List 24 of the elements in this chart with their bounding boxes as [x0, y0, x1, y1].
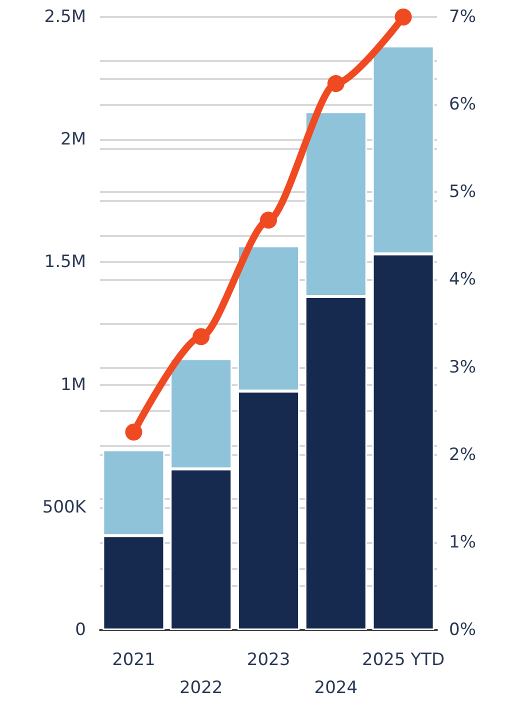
- x-tick-label: 2021: [112, 650, 156, 670]
- point: [125, 424, 142, 441]
- x-tick-label: 2023: [246, 650, 290, 670]
- y-tick-label: 1.5M: [44, 252, 86, 272]
- y2-tick-label: 0%: [449, 620, 476, 640]
- y2-tick-label: 4%: [449, 270, 476, 290]
- y2-tick-label: 3%: [449, 357, 476, 378]
- x-tick-label: 2024: [314, 678, 358, 698]
- point: [260, 212, 277, 229]
- point: [192, 328, 210, 346]
- x-tick-label: 2022: [179, 678, 223, 698]
- y-tick-label: 1M: [60, 374, 86, 395]
- y2-tick-label: 7%: [449, 7, 476, 27]
- x-tick-label: 2025 YTD: [362, 650, 445, 670]
- y2-tick-label: 5%: [449, 182, 476, 202]
- y2-tick-label: 1%: [449, 532, 476, 552]
- y-tick-label: 2.5M: [44, 7, 86, 27]
- y-tick-label: 0: [75, 620, 86, 640]
- y2-tick-label: 6%: [449, 94, 476, 115]
- y2-tick-label: 2%: [449, 444, 476, 465]
- point: [327, 75, 344, 92]
- y-tick-label: 500K: [42, 497, 87, 518]
- y-tick-label: 2M: [60, 130, 86, 150]
- point: [394, 8, 412, 26]
